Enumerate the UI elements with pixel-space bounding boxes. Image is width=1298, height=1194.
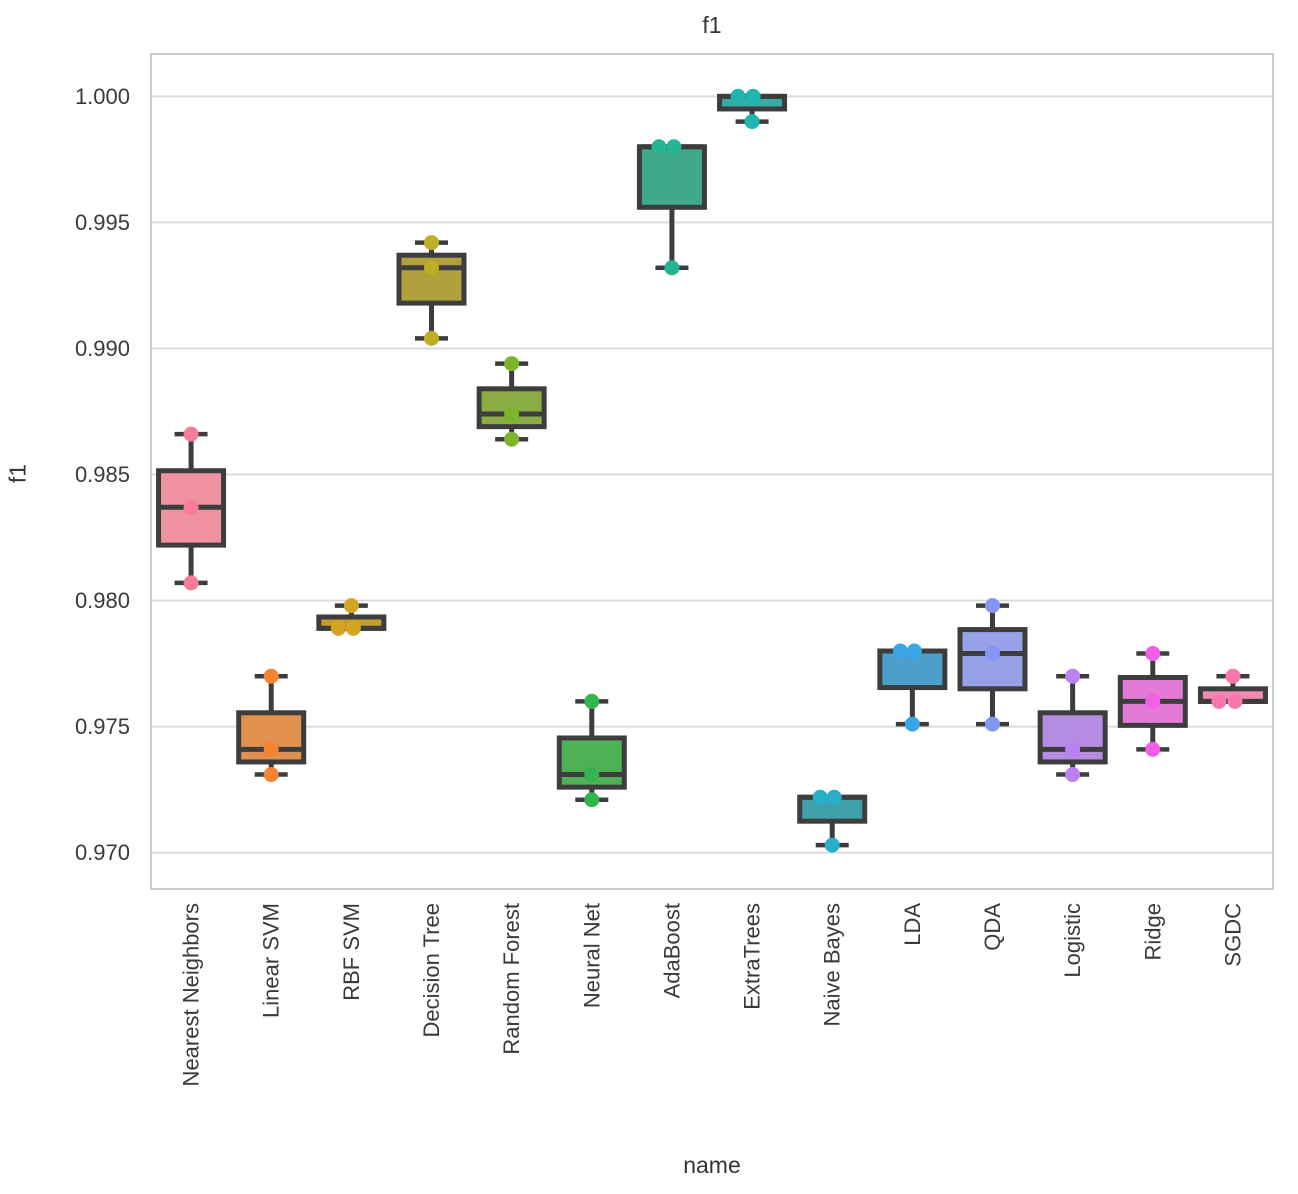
data-point (584, 693, 600, 709)
data-point (744, 114, 760, 130)
data-point (183, 575, 199, 591)
y-tick-label: 0.980 (75, 588, 130, 613)
data-point (263, 741, 279, 757)
data-point (826, 789, 842, 805)
data-point (892, 643, 908, 659)
data-point (1065, 767, 1081, 783)
box-lda (877, 643, 948, 732)
box-sgdc (1197, 668, 1268, 709)
data-point (1145, 646, 1161, 662)
data-point (343, 598, 359, 614)
data-point (1225, 668, 1241, 684)
y-tick-label: 0.985 (75, 462, 130, 487)
x-tick-label: Decision Tree (419, 903, 444, 1038)
x-tick-label: Nearest Neighbors (179, 903, 204, 1086)
data-point (904, 716, 920, 732)
data-point (504, 406, 520, 422)
y-tick-label: 0.970 (75, 840, 130, 865)
data-point (424, 260, 439, 276)
data-point (330, 620, 346, 636)
box-extratrees (717, 88, 788, 130)
box-nearest-neighbors (156, 426, 227, 591)
chart-title: f1 (702, 12, 722, 38)
data-point (730, 88, 746, 104)
box-logistic (1037, 668, 1108, 783)
data-point (664, 260, 680, 276)
x-tick-label: ExtraTrees (740, 903, 765, 1010)
data-point (424, 235, 439, 251)
x-axis-title: name (683, 1152, 741, 1178)
box-linear-svm (236, 668, 307, 783)
x-tick-label: Random Forest (499, 903, 524, 1055)
data-point (812, 789, 828, 805)
data-point (504, 431, 520, 447)
data-point (345, 620, 361, 636)
x-tick-label: SGDC (1220, 903, 1245, 967)
data-point (1065, 741, 1081, 757)
data-point (183, 426, 199, 442)
y-tick-label: 0.990 (75, 336, 130, 361)
box-neural-net (556, 693, 627, 808)
data-point (666, 139, 682, 155)
x-tick-label: RBF SVM (339, 903, 364, 1001)
x-tick-label: Neural Net (579, 903, 604, 1008)
box-qda (957, 598, 1028, 732)
box-decision-tree (396, 235, 467, 346)
data-point (985, 598, 1000, 614)
x-tick-label: Linear SVM (259, 903, 284, 1018)
data-point (263, 767, 279, 783)
data-point (584, 767, 600, 783)
box-adaboost (636, 139, 707, 276)
box-ridge (1117, 646, 1188, 757)
data-point (504, 356, 520, 372)
x-tick-label: QDA (980, 903, 1005, 951)
box-rbf-svm (316, 598, 387, 636)
x-tick-label: Naive Bayes (820, 903, 845, 1027)
data-point (906, 643, 922, 659)
data-point (1145, 693, 1161, 709)
data-point (1145, 741, 1161, 757)
data-point (1065, 668, 1081, 684)
plot-border (150, 53, 1274, 890)
data-point (824, 837, 840, 853)
box-body (236, 710, 307, 765)
data-point (424, 330, 439, 346)
data-point (985, 716, 1000, 732)
x-tick-label: LDA (900, 903, 925, 946)
box-body (636, 144, 707, 210)
data-point (651, 139, 667, 155)
data-point (985, 646, 1000, 662)
box-random-forest (476, 356, 547, 447)
y-tick-label: 1.000 (75, 84, 130, 109)
y-tick-label: 0.975 (75, 714, 130, 739)
data-point (584, 792, 600, 808)
y-tick-label: 0.995 (75, 210, 130, 235)
data-point (183, 499, 199, 515)
data-point (745, 88, 761, 104)
x-tick-label: Ridge (1140, 903, 1165, 960)
data-point (1211, 693, 1227, 709)
data-point (263, 668, 279, 684)
box-naive-bayes (797, 789, 868, 853)
x-tick-label: AdaBoost (659, 903, 684, 998)
x-tick-label: Logistic (1060, 903, 1085, 978)
data-point (1227, 693, 1243, 709)
